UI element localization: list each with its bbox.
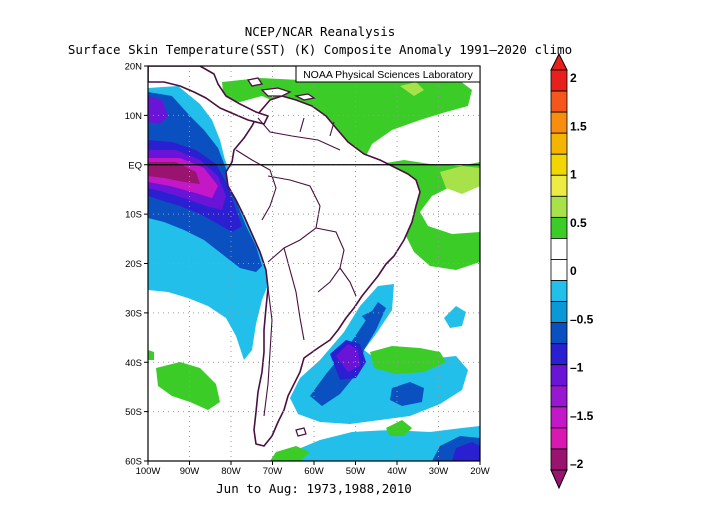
colorbar-box: [550, 280, 568, 302]
colorbar-label: 0: [570, 264, 577, 278]
anomaly-region: [362, 310, 380, 328]
x-tick-label: 20W: [470, 466, 490, 477]
colorbar-labels: 2 1.5 1 0.5 0 –0.5 –1 –1.5 –2: [570, 71, 594, 471]
falkland-islands: [295, 427, 307, 437]
y-tick-label: EQ: [128, 160, 142, 171]
colorbar-min-arrow: [550, 469, 568, 490]
y-tick-label: 50S: [125, 407, 142, 418]
colorbar-box: [550, 385, 568, 408]
anomaly-region: [156, 362, 220, 410]
anomaly-fields: [148, 66, 480, 461]
colorbar-box: [550, 406, 568, 429]
caribbean-islands: [260, 87, 292, 97]
anomaly-region: [296, 426, 480, 461]
colorbar-box: [550, 448, 568, 471]
anomaly-region: [148, 162, 200, 184]
anomaly-region: [270, 446, 310, 461]
colorbar-label: 1: [570, 168, 577, 182]
country-borders: [235, 117, 357, 417]
x-tick-label: 30W: [429, 466, 449, 477]
colorbar-box: [550, 216, 568, 239]
colorbar-label: 2: [570, 71, 577, 85]
x-tick-label: 100W: [136, 466, 161, 477]
y-tick-label: 40S: [125, 358, 142, 369]
anomaly-region: [148, 350, 154, 360]
y-tick-label: 20N: [125, 62, 143, 73]
colorbar-box: [550, 174, 568, 197]
colorbar-box: [550, 343, 568, 366]
y-axis: 20N 10N EQ 10S 20S 30S 40S 50S 60S: [125, 62, 148, 468]
central-america-land: [148, 66, 269, 125]
credit-text: NOAA Physical Sciences Laboratory: [303, 69, 474, 81]
anomaly-region: [370, 346, 446, 374]
y-tick-label: 60S: [125, 457, 142, 468]
x-tick-label: 50W: [346, 466, 366, 477]
colorbar-box: [550, 111, 568, 134]
anomaly-region: [336, 344, 360, 372]
anomaly-region: [222, 78, 480, 270]
colorbar-box: [550, 69, 568, 92]
y-tick-label: 20S: [125, 259, 142, 270]
time-period-label: Jun to Aug: 1973,1988,2010: [216, 481, 412, 496]
colorbar-label: –2: [570, 457, 584, 471]
chart-title: NCEP/NCAR Reanalysis: [244, 24, 396, 39]
chart-subtitle: Surface Skin Temperature(SST) (K) Compos…: [67, 42, 573, 57]
x-axis: 100W 90W 80W 70W 60W 50W 40W 30W 20W: [136, 461, 490, 477]
y-tick-label: 30S: [125, 308, 142, 319]
colorbar-box: [550, 427, 568, 450]
anomaly-region: [444, 306, 466, 328]
colorbar-label: 1.5: [570, 119, 587, 133]
anomaly-region: [440, 166, 480, 194]
colorbar-box: [550, 195, 568, 218]
colorbar-box: [550, 153, 568, 176]
colorbar-max-arrow: [550, 52, 568, 71]
colorbar-box: [550, 301, 568, 324]
x-tick-label: 70W: [263, 466, 283, 477]
colorbar-label: 0.5: [570, 216, 587, 230]
x-tick-label: 40W: [387, 466, 407, 477]
credit-box: [295, 65, 481, 83]
colorbar-box: [550, 322, 568, 345]
colorbar-box: [550, 259, 568, 281]
colorbar-boxes: [550, 52, 568, 490]
anomaly-region: [386, 420, 412, 436]
y-tick-label: 10S: [125, 210, 142, 221]
colorbar-box: [550, 90, 568, 113]
anomaly-region: [452, 442, 480, 461]
x-tick-label: 60W: [304, 466, 324, 477]
anomaly-region: [400, 82, 424, 96]
caribbean-islands: [293, 93, 316, 101]
y-tick-label: 10N: [125, 111, 143, 122]
x-tick-label: 90W: [180, 466, 200, 477]
colorbar-label: –1: [570, 361, 584, 375]
colorbar-box: [550, 238, 568, 260]
anomaly-region: [148, 96, 168, 124]
colorbar-box: [550, 132, 568, 155]
anomaly-region: [390, 382, 424, 406]
colorbar-box: [550, 364, 568, 387]
colorbar-label: –1.5: [570, 409, 594, 423]
x-tick-label: 80W: [221, 466, 241, 477]
caribbean-islands: [246, 77, 264, 87]
colorbar-label: –0.5: [570, 312, 594, 326]
